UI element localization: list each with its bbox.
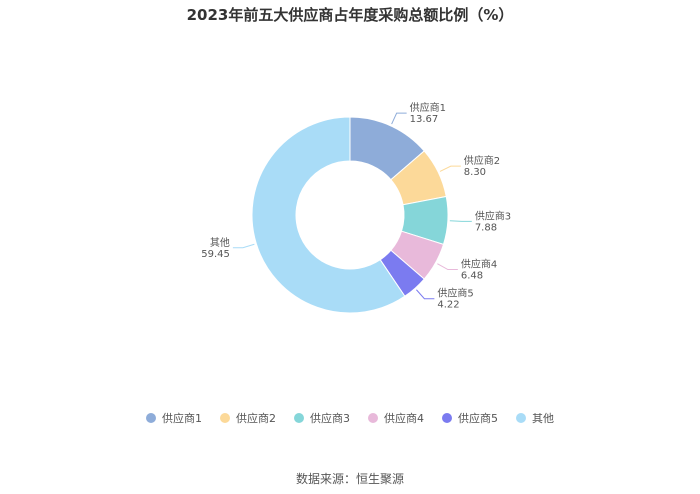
legend-label-2: 供应商2 <box>236 412 276 425</box>
slice-label-name-1: 供应商1 <box>410 101 446 114</box>
legend-swatch-5 <box>442 413 452 423</box>
legend-item-3[interactable]: 供应商3 <box>294 410 350 426</box>
leader-line-1 <box>391 112 407 125</box>
slice-label-name-3: 供应商3 <box>475 209 511 222</box>
chart-title: 2023年前五大供应商占年度采购总额比例（%） <box>186 6 514 24</box>
legend-swatch-3 <box>294 413 304 423</box>
legend-swatch-1 <box>146 413 156 423</box>
legend-swatch-6 <box>516 413 526 423</box>
legend-label-6: 其他 <box>532 412 554 425</box>
slice-label-value-5: 4.22 <box>437 300 459 311</box>
slice-label-name-6: 其他 <box>210 236 230 249</box>
slice-label-value-1: 13.67 <box>410 114 439 125</box>
leader-line-4 <box>437 263 458 271</box>
legend-label-3: 供应商3 <box>310 412 350 425</box>
legend-swatch-4 <box>368 413 378 423</box>
slice-6 <box>251 116 406 314</box>
leader-line-6 <box>232 243 255 249</box>
legend-swatch-2 <box>220 413 230 423</box>
legend-item-2[interactable]: 供应商2 <box>220 410 276 426</box>
slice-label-value-2: 8.30 <box>464 167 486 178</box>
slice-label-name-5: 供应商5 <box>437 287 473 300</box>
slice-label-name-4: 供应商4 <box>461 258 497 271</box>
slice-label-value-3: 7.88 <box>475 222 497 233</box>
legend-item-1[interactable]: 供应商1 <box>146 410 202 426</box>
legend-item-5[interactable]: 供应商5 <box>442 410 498 426</box>
legend-label-5: 供应商5 <box>458 412 498 425</box>
legend-label-1: 供应商1 <box>162 412 202 425</box>
leader-line-3 <box>449 220 472 222</box>
leader-line-2 <box>439 165 461 172</box>
legend-item-6[interactable]: 其他 <box>516 410 554 426</box>
slice-label-value-4: 6.48 <box>461 271 483 282</box>
legend: 供应商1 供应商2 供应商3 供应商4 供应商5 其他 <box>0 410 700 426</box>
leader-line-5 <box>416 289 435 300</box>
legend-label-4: 供应商4 <box>384 412 424 425</box>
slice-label-name-2: 供应商2 <box>464 154 500 167</box>
data-source: 数据来源：恒生聚源 <box>295 472 404 486</box>
slice-label-value-6: 59.45 <box>201 249 230 260</box>
legend-item-4[interactable]: 供应商4 <box>368 410 424 426</box>
slices-group <box>251 116 449 314</box>
